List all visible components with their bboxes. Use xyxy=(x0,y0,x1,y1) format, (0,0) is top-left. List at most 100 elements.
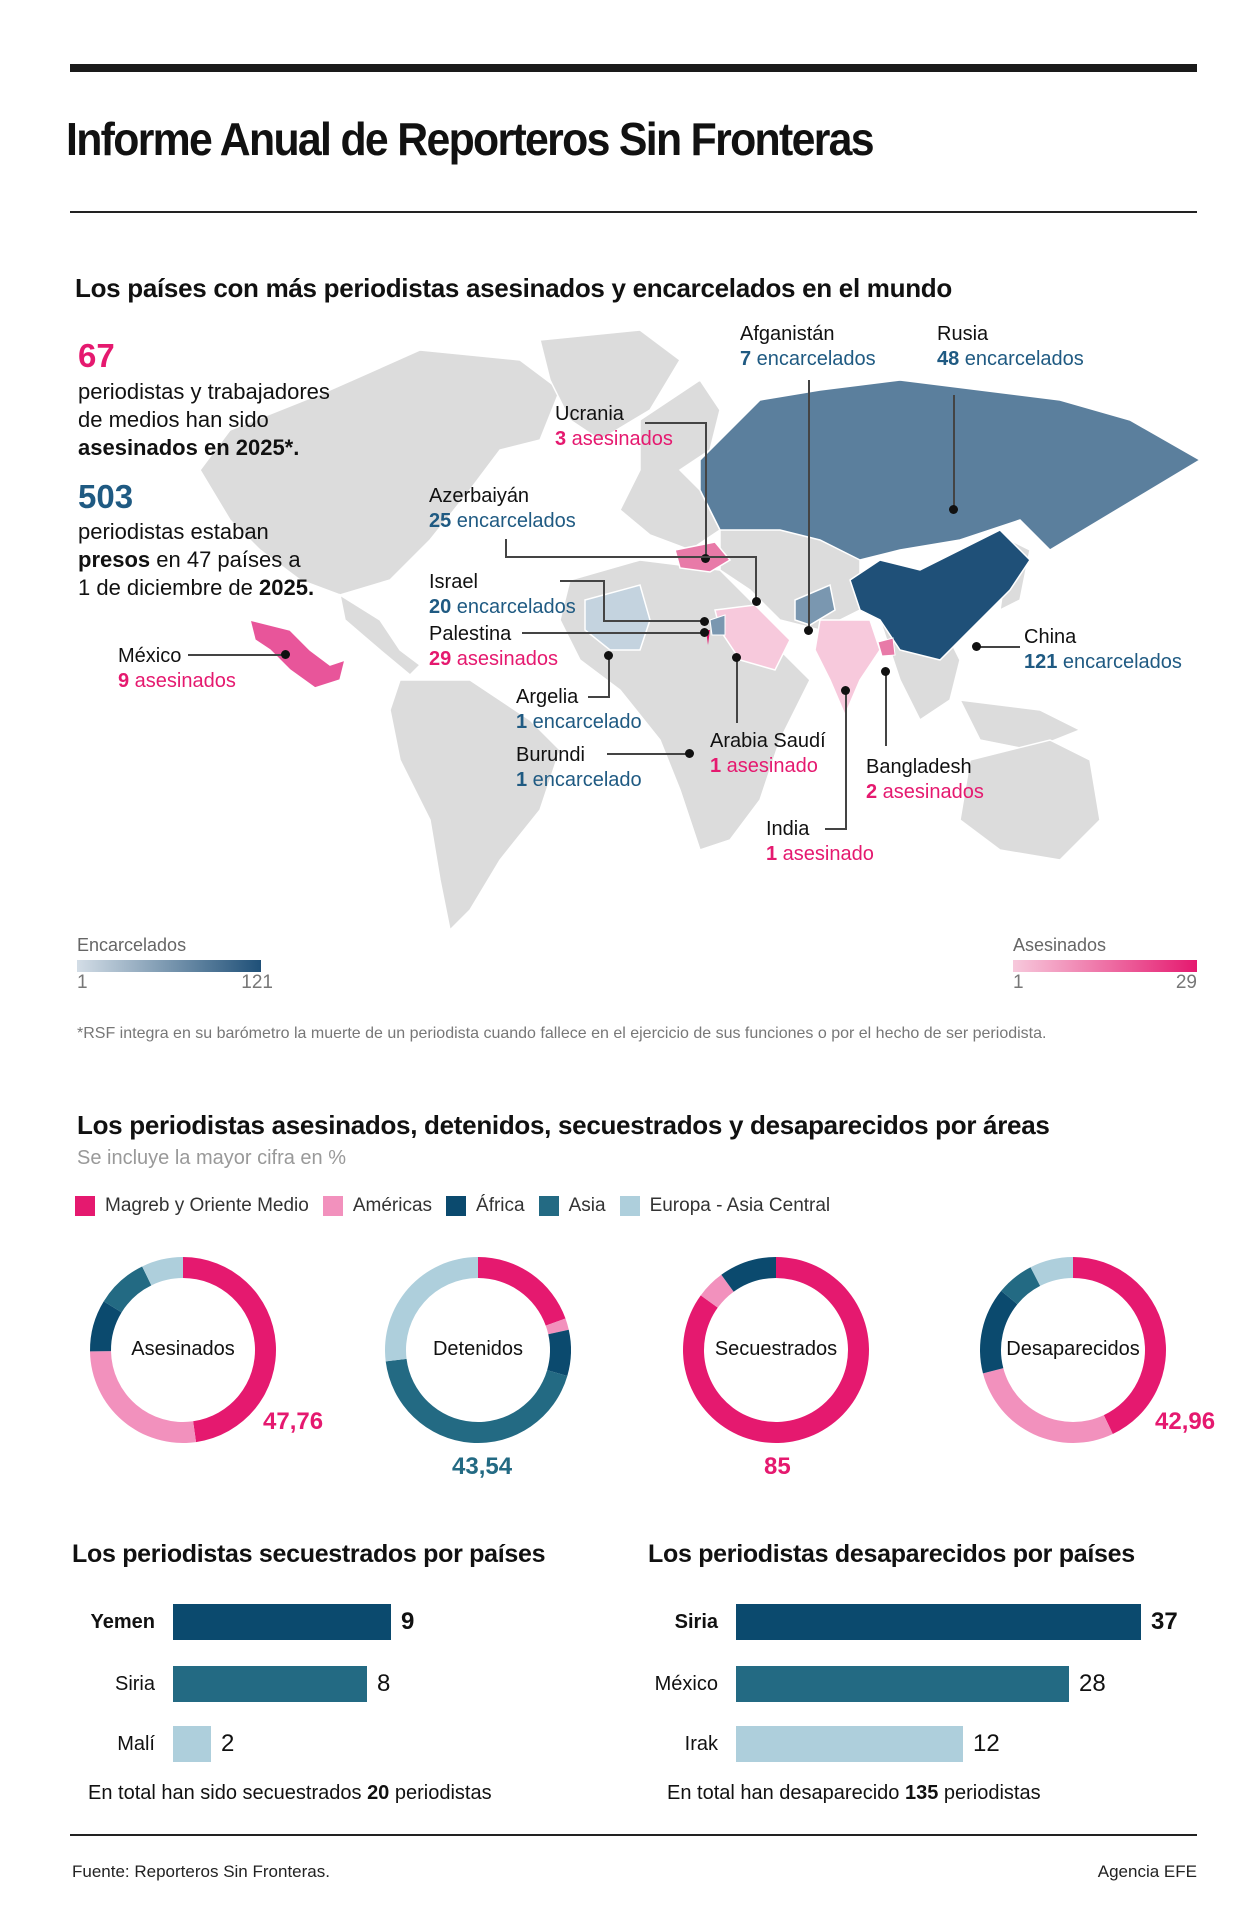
country-value: 1 xyxy=(766,843,778,865)
donut-desaparecidos-label: Desaparecidos xyxy=(1006,1338,1140,1360)
donut-desaparecidos xyxy=(980,1257,1166,1443)
bar-value: 8 xyxy=(377,1670,391,1697)
country-unit: asesinados xyxy=(451,648,558,670)
bar xyxy=(736,1604,1141,1640)
donut-segment xyxy=(721,1257,776,1292)
total-num: 20 xyxy=(367,1782,390,1804)
legend-killed-gradient xyxy=(1013,960,1197,972)
legend-label-asia: Asia xyxy=(568,1195,606,1216)
legend-killed-min: 1 xyxy=(1013,972,1024,993)
legend-jailed: Encarcelados 1 121 xyxy=(77,935,273,994)
country-name: Argelia xyxy=(516,686,579,708)
bar-label: Malí xyxy=(117,1732,155,1755)
country-value: 7 xyxy=(740,348,752,370)
country-unit: encarcelados xyxy=(959,348,1084,370)
donut-secuestrados xyxy=(683,1257,869,1443)
bar-value: 28 xyxy=(1079,1670,1106,1697)
areas-legend: Magreb y Oriente Medio Américas África A… xyxy=(75,1195,830,1217)
country-unit: encarcelados xyxy=(451,510,576,532)
leader-ucrania xyxy=(645,422,707,424)
bar-value: 12 xyxy=(973,1730,1000,1757)
title-divider xyxy=(70,211,1197,213)
marker-burundi xyxy=(685,749,694,758)
country-name: México xyxy=(118,645,182,667)
donut-asesinados-value: 47,76 xyxy=(263,1408,324,1435)
bar-row-siria-missing: Siria 37 xyxy=(628,1604,1178,1640)
jailed-year: 2025. xyxy=(259,575,315,600)
killed-description: periodistas y trabajadores de medios han… xyxy=(78,378,330,462)
donut-segment xyxy=(547,1329,571,1376)
donut-detenidos-value: 43,54 xyxy=(452,1453,513,1480)
marker-india xyxy=(841,686,850,695)
legend-label-magreb: Magreb y Oriente Medio xyxy=(105,1195,309,1216)
country-value: 3 xyxy=(555,428,567,450)
country-unit: encarcelados xyxy=(1057,651,1182,673)
country-name: Rusia xyxy=(937,323,989,345)
top-rule xyxy=(70,64,1197,72)
jailed-bold: presos xyxy=(78,547,151,572)
marker-afganistan xyxy=(804,626,813,635)
label-afganistan: Afganistán 7 encarcelados xyxy=(740,322,876,372)
leader-israel-v xyxy=(603,580,605,622)
killed-count: 67 xyxy=(78,337,115,374)
legend-jailed-title: Encarcelados xyxy=(77,935,187,955)
country-unit: asesinados xyxy=(566,428,673,450)
bar-value: 2 xyxy=(221,1730,235,1757)
leader-india-v xyxy=(845,692,847,830)
leader-afganistan xyxy=(808,380,810,630)
country-value: 25 xyxy=(429,510,452,532)
donut-segment xyxy=(90,1351,197,1443)
label-burundi: Burundi 1 encarcelado xyxy=(516,743,642,793)
country-unit: encarcelados xyxy=(751,348,876,370)
donut-asesinados xyxy=(90,1257,276,1443)
label-china: China 121 encarcelados xyxy=(1024,625,1182,675)
killed-line-1: periodistas y trabajadores xyxy=(78,379,330,404)
map-footnote: *RSF integra en su barómetro la muerte d… xyxy=(77,1025,1047,1042)
donut-segment xyxy=(90,1301,122,1352)
donut-segment xyxy=(385,1257,478,1362)
map-section-title: Los países con más periodistas asesinado… xyxy=(75,273,952,303)
donut-segment xyxy=(980,1290,1018,1374)
bar-row-siria: Siria 8 xyxy=(65,1666,390,1702)
areas-section-title: Los periodistas asesinados, detenidos, s… xyxy=(77,1110,1050,1140)
leader-argelia-v xyxy=(608,655,610,698)
legend-swatch-americas xyxy=(322,1196,343,1216)
legend-killed-title: Asesinados xyxy=(1013,935,1107,955)
missing-total: En total han desaparecido 135 periodista… xyxy=(667,1782,1041,1805)
bar-value: 37 xyxy=(1151,1608,1178,1635)
marker-argelia xyxy=(604,651,613,660)
bar-label: Siria xyxy=(114,1672,155,1695)
label-palestina: Palestina 29 asesinados xyxy=(429,622,558,672)
country-name: Afganistán xyxy=(740,323,835,345)
leader-azerbaiyan-h xyxy=(505,556,757,558)
bar-value: 9 xyxy=(401,1608,415,1635)
world-map xyxy=(199,329,1202,932)
country-value: 9 xyxy=(118,670,130,692)
donut-segment xyxy=(1030,1257,1073,1286)
jailed-line-1: periodistas estaban xyxy=(78,519,269,544)
marker-israel xyxy=(700,617,709,626)
country-name: Burundi xyxy=(516,744,585,766)
leader-argelia-h xyxy=(588,696,610,698)
marker-rusia xyxy=(949,505,958,514)
donut-segment xyxy=(142,1257,183,1286)
bar-row-yemen: Yemen 9 xyxy=(65,1604,414,1640)
leader-israel-h2 xyxy=(603,620,703,622)
jailed-description: periodistas estaban presos en 47 países … xyxy=(78,518,314,602)
kidnapped-total: En total han sido secuestrados 20 period… xyxy=(88,1782,492,1805)
country-unit: asesinado xyxy=(777,843,874,865)
kidnapped-title: Los periodistas secuestrados por países xyxy=(72,1540,546,1568)
marker-arabia-saudi xyxy=(732,653,741,662)
donut-secuestrados-label: Secuestrados xyxy=(714,1338,838,1360)
marker-ucrania xyxy=(701,554,710,563)
country-name: China xyxy=(1024,626,1077,648)
marker-bangladesh xyxy=(881,667,890,676)
leader-rusia xyxy=(953,395,955,507)
label-argelia: Argelia 1 encarcelado xyxy=(516,685,642,735)
bar xyxy=(173,1604,391,1640)
legend-jailed-min: 1 xyxy=(77,972,88,993)
label-ucrania: Ucrania 3 asesinados xyxy=(555,402,673,452)
country-unit: asesinado xyxy=(721,755,818,777)
country-value: 121 xyxy=(1024,651,1058,673)
legend-swatch-magreb xyxy=(75,1196,95,1216)
